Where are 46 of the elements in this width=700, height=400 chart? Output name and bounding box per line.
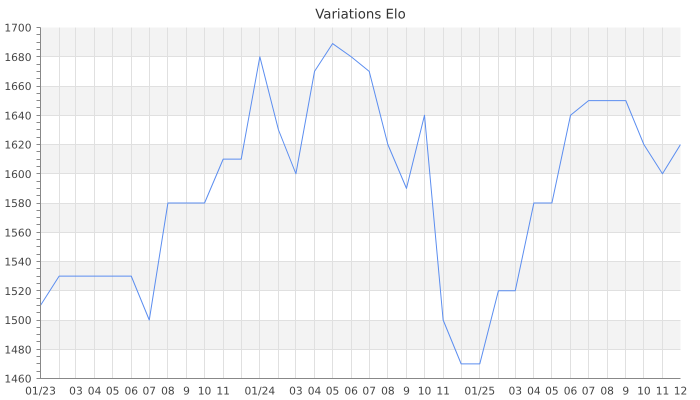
x-tick-label: 01/23 — [25, 384, 56, 398]
y-tick-label: 1640 — [4, 109, 32, 122]
y-tick-label: 1520 — [4, 284, 32, 298]
x-tick-label: 9 — [403, 384, 410, 398]
x-tick-label: 11 — [436, 384, 450, 398]
y-tick-label: 1660 — [4, 80, 32, 93]
x-tick-label: 01/24 — [244, 384, 276, 398]
y-tick-label: 1460 — [4, 372, 32, 386]
y-tick-label: 1700 — [4, 22, 32, 34]
x-tick-label: 05 — [326, 384, 340, 398]
y-tick-label: 1680 — [4, 50, 32, 64]
x-tick-label: 10 — [418, 384, 432, 398]
y-tick-label: 1600 — [4, 168, 32, 181]
x-tick-label: 11 — [656, 384, 670, 398]
x-tick-label: 07 — [582, 384, 596, 398]
y-tick-label: 1540 — [4, 256, 32, 268]
x-tick-label: 07 — [142, 384, 156, 398]
x-tick-label: 07 — [362, 384, 376, 398]
x-tick-label: 06 — [344, 384, 358, 398]
x-tick-label: 04 — [308, 384, 322, 398]
y-tick-label: 1580 — [4, 197, 32, 210]
x-tick-label: 9 — [183, 384, 190, 398]
x-tick-label: 12 — [674, 384, 688, 398]
x-tick-label: 11 — [216, 384, 230, 398]
x-tick-label: 01/25 — [464, 384, 496, 398]
x-tick-label: 04 — [527, 384, 541, 398]
y-tick-label: 1500 — [4, 314, 32, 327]
y-tick-label: 1620 — [4, 138, 32, 152]
x-tick-label: 08 — [161, 384, 175, 398]
x-tick-label: 9 — [622, 384, 630, 398]
x-tick-label: 03 — [289, 384, 303, 398]
line-series — [40, 43, 680, 364]
x-tick-label: 03 — [69, 384, 83, 398]
x-tick-label: 06 — [124, 384, 138, 398]
x-tick-label: 08 — [381, 384, 395, 398]
y-tick-label: 1560 — [4, 226, 32, 240]
x-tick-label: 04 — [88, 384, 102, 398]
x-tick-label: 03 — [508, 384, 522, 398]
y-tick-label: 1480 — [4, 343, 32, 356]
x-tick-label: 06 — [564, 384, 578, 398]
chart-title: Variations Elo — [315, 8, 406, 22]
x-tick-label: 05 — [545, 384, 559, 398]
x-tick-label: 10 — [637, 384, 651, 398]
x-tick-label: 10 — [198, 384, 212, 398]
x-tick-label: 08 — [600, 384, 614, 398]
x-tick-label: 05 — [106, 384, 120, 398]
